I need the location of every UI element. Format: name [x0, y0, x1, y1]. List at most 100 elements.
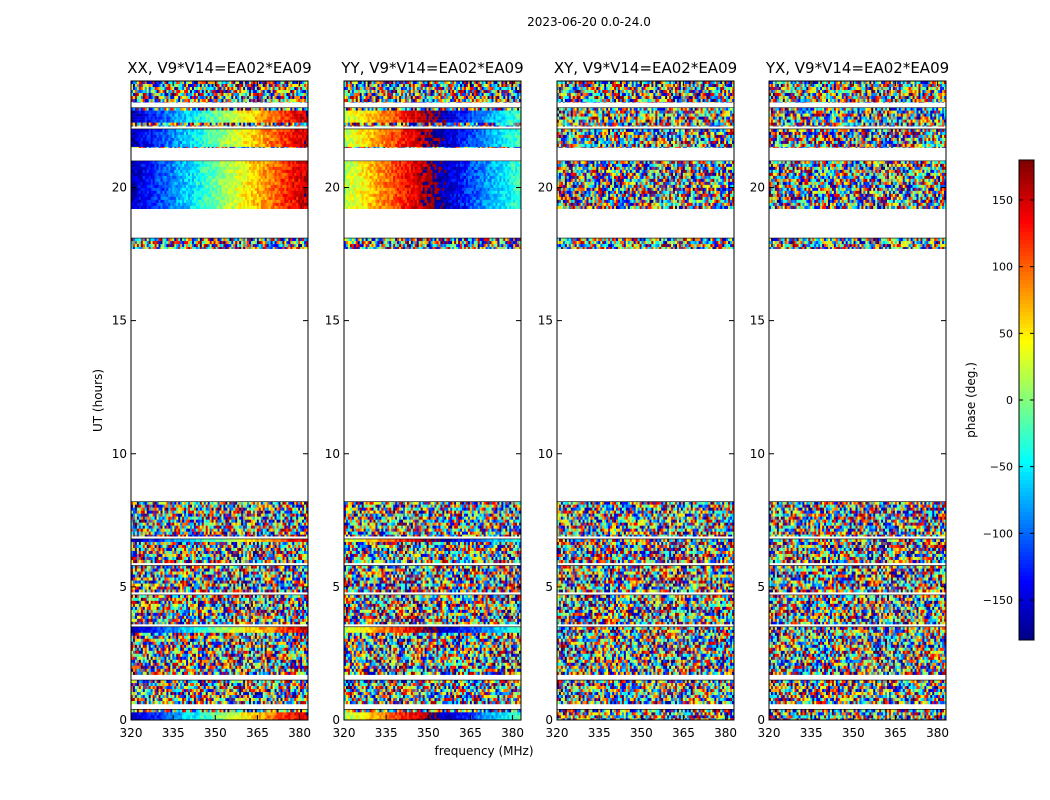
data-band-3 — [131, 626, 309, 675]
y-tick-label: 5 — [757, 580, 765, 594]
data-band-1 — [557, 709, 735, 721]
y-ticks: 0 5 10 15 20 — [325, 181, 521, 727]
y-tick-label: 10 — [112, 447, 127, 461]
y-axis-label: UT (hours) — [91, 369, 105, 432]
x-ticks: 320 335 350 365 380 — [333, 81, 524, 740]
colorbar-tick-label: 0 — [1006, 394, 1013, 407]
plot-frame — [130, 80, 309, 721]
y-tick-label: 20 — [112, 181, 127, 195]
colorbar-tick-label: 50 — [999, 327, 1013, 340]
y-tick-label: 15 — [750, 314, 765, 328]
data-band-6 — [344, 538, 522, 564]
data-band-1 — [131, 709, 309, 721]
y-tick-label: 10 — [325, 447, 340, 461]
data-band-12 — [131, 80, 309, 103]
data-band-7 — [131, 501, 309, 537]
x-tick-label: 380 — [288, 726, 311, 740]
x-tick-label: 320 — [120, 726, 143, 740]
heatmap-cells — [769, 80, 947, 721]
y-tick-label: 0 — [757, 713, 765, 727]
y-tick-label: 20 — [538, 181, 553, 195]
data-band-8 — [557, 237, 735, 249]
y-tick-label: 0 — [332, 713, 340, 727]
colorbar-tick-label: 100 — [992, 261, 1013, 274]
x-ticks: 320 335 350 365 380 — [120, 81, 311, 740]
data-band-9 — [769, 160, 947, 210]
data-band-2 — [344, 679, 522, 705]
colorbar-tick-label: −150 — [983, 594, 1013, 607]
data-band-5 — [131, 565, 309, 593]
x-tick-label: 335 — [375, 726, 398, 740]
x-tick-label: 320 — [758, 726, 781, 740]
plot-frame — [343, 80, 522, 721]
x-tick-label: 350 — [204, 726, 227, 740]
data-band-10 — [557, 128, 735, 148]
y-tick-label: 15 — [538, 314, 553, 328]
x-axis-label: frequency (MHz) — [434, 744, 533, 758]
x-tick-label: 380 — [714, 726, 737, 740]
data-band-6 — [557, 538, 735, 564]
data-band-8 — [344, 237, 522, 249]
data-band-11 — [344, 107, 522, 127]
data-band-5 — [344, 565, 522, 593]
x-tick-label: 350 — [630, 726, 653, 740]
x-ticks: 320 335 350 365 380 — [546, 81, 737, 740]
y-tick-label: 5 — [119, 580, 127, 594]
y-tick-label: 0 — [545, 713, 553, 727]
data-band-12 — [344, 80, 522, 103]
panel-3: XY, V9*V14=EA02*EA09 320 335 350 365 380 0 5 10 1… — [538, 59, 737, 740]
x-tick-label: 335 — [800, 726, 823, 740]
data-band-8 — [769, 237, 947, 249]
y-ticks: 0 5 10 15 20 — [538, 181, 734, 727]
figure-suptitle: 2023-06-20 0.0-24.0 — [527, 15, 651, 29]
data-band-9 — [557, 160, 735, 210]
x-tick-label: 350 — [842, 726, 865, 740]
colorbar-tick-label: −100 — [983, 527, 1013, 540]
data-band-12 — [769, 80, 947, 103]
heatmap-cells — [344, 80, 522, 721]
data-band-11 — [131, 107, 309, 127]
x-tick-label: 320 — [546, 726, 569, 740]
colorbar-label: phase (deg.) — [964, 362, 978, 438]
y-ticks: 0 5 10 15 20 — [112, 181, 308, 727]
data-band-6 — [131, 538, 309, 564]
x-tick-label: 320 — [333, 726, 356, 740]
colorbar-gradient — [1019, 160, 1034, 641]
x-tick-label: 350 — [417, 726, 440, 740]
data-band-3 — [557, 626, 735, 675]
plot-frame — [556, 80, 735, 721]
y-tick-label: 5 — [545, 580, 553, 594]
y-tick-label: 5 — [332, 580, 340, 594]
panels-group: XX, V9*V14=EA02*EA09 320 335 350 365 380 0 5 10 1… — [91, 59, 949, 758]
y-tick-label: 0 — [119, 713, 127, 727]
x-tick-label: 365 — [884, 726, 907, 740]
data-band-11 — [557, 107, 735, 127]
data-band-2 — [131, 679, 309, 705]
data-band-1 — [344, 709, 522, 721]
data-band-3 — [769, 626, 947, 675]
data-band-5 — [557, 565, 735, 593]
y-ticks: 0 5 10 15 20 — [750, 181, 946, 727]
x-tick-label: 335 — [162, 726, 185, 740]
plot-frame — [768, 80, 947, 721]
data-band-4 — [131, 594, 309, 625]
y-tick-label: 15 — [112, 314, 127, 328]
y-tick-label: 10 — [750, 447, 765, 461]
data-band-9 — [131, 160, 309, 210]
heatmap-cells — [557, 80, 735, 721]
x-tick-label: 365 — [246, 726, 269, 740]
data-band-7 — [769, 501, 947, 537]
data-band-6 — [769, 538, 947, 564]
data-band-5 — [769, 565, 947, 593]
panel-title: XY, V9*V14=EA02*EA09 — [554, 59, 737, 77]
y-tick-label: 15 — [325, 314, 340, 328]
data-band-1 — [769, 709, 947, 721]
y-tick-label: 20 — [750, 181, 765, 195]
data-band-7 — [344, 501, 522, 537]
x-tick-label: 365 — [672, 726, 695, 740]
x-tick-label: 380 — [501, 726, 524, 740]
data-band-2 — [769, 679, 947, 705]
data-band-10 — [344, 128, 522, 148]
panel-title: YX, V9*V14=EA02*EA09 — [765, 59, 949, 77]
